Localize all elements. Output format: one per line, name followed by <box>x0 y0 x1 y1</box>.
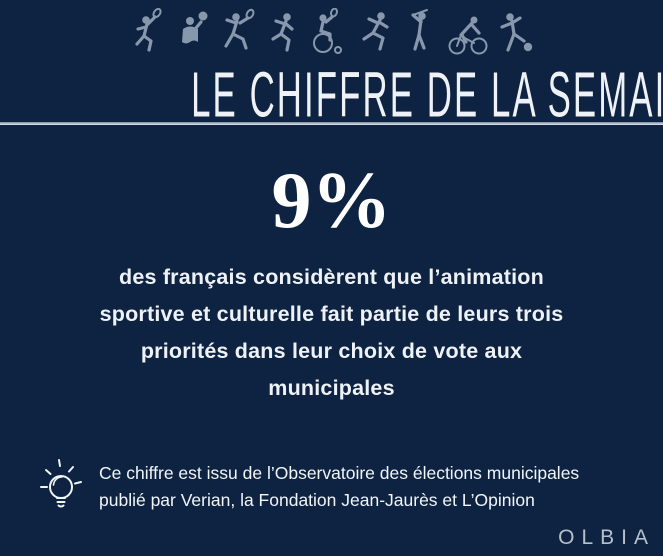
source-text-line: publié par Verian, la Fondation Jean-Jau… <box>99 490 535 510</box>
stat-description-line: sportive et culturelle fait partie de le… <box>99 302 564 326</box>
stat-description: des français considèrent que l’animation… <box>0 259 663 407</box>
main-content: 9% des français considèrent que l’animat… <box>0 159 663 407</box>
stat-description-line: des français considèrent que l’animation <box>119 265 544 289</box>
wheelchair-tennis-player-icon <box>312 8 342 54</box>
stat-description-line: municipales <box>268 376 395 400</box>
olbia-logo: OLBIA <box>558 526 655 549</box>
stat-description-line: priorités dans leur choix de vote aux <box>140 339 523 363</box>
source-note: Ce chiffre est issu de l’Observatoire de… <box>38 456 579 518</box>
football-player-icon <box>499 13 532 52</box>
source-text: Ce chiffre est issu de l’Observatoire de… <box>99 460 579 514</box>
header: LE CHIFFRE DE LA SEMAINE <box>0 58 663 130</box>
page-title: LE CHIFFRE DE LA SEMAINE <box>191 59 663 131</box>
tennis-player-icon <box>223 8 254 50</box>
lightbulb-icon <box>38 456 84 518</box>
water-polo-player-icon <box>181 11 207 44</box>
headline-stat: 9% <box>271 157 392 245</box>
sports-icons-row <box>0 0 663 56</box>
source-text-line: Ce chiffre est issu de l’Observatoire de… <box>99 463 580 483</box>
badminton-player-icon <box>134 8 162 52</box>
golfer-icon <box>410 9 428 51</box>
sprinter-icon <box>361 12 389 51</box>
header-divider <box>0 122 663 125</box>
cyclist-icon <box>448 16 487 55</box>
runner-icon <box>270 13 294 52</box>
